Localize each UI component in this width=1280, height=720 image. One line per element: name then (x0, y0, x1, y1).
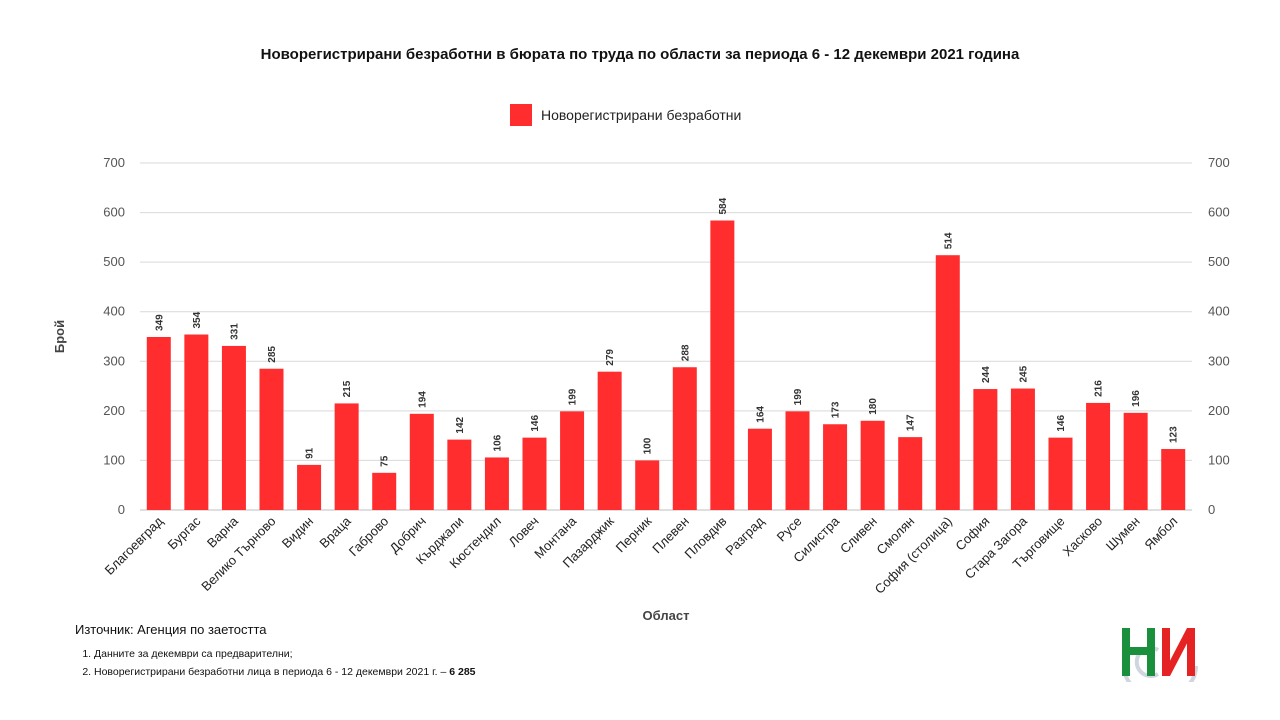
y-tick-label-left: 500 (103, 254, 125, 269)
data-label: 75 (380, 455, 391, 467)
data-label: 123 (1169, 426, 1180, 443)
data-label: 244 (981, 366, 992, 383)
y-tick-label-right: 700 (1208, 155, 1230, 170)
x-tick-label: Перник (613, 513, 655, 555)
x-tick-label: Пловдив (682, 513, 730, 561)
data-label: 106 (492, 434, 503, 451)
footnote-2-value: 6 285 (449, 666, 476, 678)
y-tick-label-right: 200 (1208, 403, 1230, 418)
bar (334, 403, 359, 510)
bar (146, 336, 171, 510)
x-tick-label: Видин (279, 514, 316, 551)
bar (823, 424, 848, 510)
bar (1048, 437, 1073, 510)
y-tick-label-left: 700 (103, 155, 125, 170)
x-tick-label: Разград (722, 513, 767, 558)
data-label: 354 (192, 311, 203, 328)
y-tick-label-left: 0 (118, 502, 125, 517)
bar (1086, 402, 1111, 510)
legend-swatch (510, 104, 532, 126)
legend-label: Новорегистрирани безработни (541, 107, 742, 123)
data-label: 142 (455, 416, 466, 433)
data-label: 349 (154, 314, 165, 331)
y-tick-label-left: 200 (103, 403, 125, 418)
footnote-2: Новорегистрирани безработни лица в перио… (94, 663, 476, 681)
bar (259, 368, 284, 510)
chart-legend: Новорегистрирани безработни (510, 103, 741, 127)
bar (710, 220, 735, 510)
bar (1010, 388, 1035, 510)
bar (447, 439, 472, 510)
data-label: 196 (1131, 390, 1142, 407)
bar (785, 411, 810, 510)
data-label: 331 (229, 323, 240, 340)
y-tick-label-right: 600 (1208, 205, 1230, 220)
bar (297, 464, 322, 510)
data-label: 514 (943, 232, 954, 249)
nsi-logo-icon (1122, 628, 1198, 682)
y-tick-label-right: 400 (1208, 304, 1230, 319)
x-tick-label: Шумен (1103, 514, 1143, 554)
bar (973, 389, 998, 510)
bar (221, 345, 246, 510)
data-label: 147 (906, 414, 917, 431)
x-tick-label: Ямбол (1141, 514, 1180, 553)
y-tick-label-left: 300 (103, 353, 125, 368)
x-tick-label: Русе (774, 514, 805, 545)
data-label: 215 (342, 380, 353, 397)
data-label: 100 (643, 437, 654, 454)
bar (635, 460, 660, 510)
y-tick-label-right: 0 (1208, 502, 1215, 517)
data-label: 285 (267, 346, 278, 363)
bar (409, 413, 434, 510)
data-label: 279 (605, 349, 616, 366)
y-tick-label-left: 600 (103, 205, 125, 220)
x-tick-label: Сливен (837, 514, 880, 557)
chart-title: Новорегистрирани безработни в бюрата по … (260, 46, 1020, 63)
data-label: 180 (868, 398, 879, 415)
y-tick-label-right: 500 (1208, 254, 1230, 269)
data-label: 245 (1018, 365, 1029, 382)
x-tick-label: Хасково (1060, 514, 1106, 560)
data-label: 146 (1056, 415, 1067, 432)
bar (560, 411, 585, 510)
data-label: 584 (718, 197, 729, 214)
data-label: 199 (793, 388, 804, 405)
bar (1161, 449, 1186, 510)
y-tick-label-left: 100 (103, 452, 125, 467)
data-label: 146 (530, 415, 541, 432)
y-tick-label-right: 300 (1208, 353, 1230, 368)
source-note: Източник: Агенция по заетостта (75, 622, 267, 637)
x-tick-label: Габрово (346, 514, 392, 560)
bar (522, 437, 547, 510)
footnote-2-text: Новорегистрирани безработни лица в перио… (94, 666, 450, 678)
bar (898, 437, 923, 510)
bar (935, 255, 960, 510)
x-tick-label: Бургас (165, 513, 204, 552)
y-tick-label-right: 100 (1208, 452, 1230, 467)
x-tick-label: Благоевград (102, 513, 167, 578)
y-axis-title: Брой (52, 320, 67, 353)
footnote-1: Данните за декември са предварителни; (94, 645, 476, 663)
bar (860, 420, 885, 510)
bar (1123, 412, 1148, 510)
bar (672, 367, 697, 510)
y-tick-label-left: 400 (103, 304, 125, 319)
data-label: 164 (755, 406, 766, 423)
data-label: 194 (417, 391, 428, 408)
data-label: 216 (1094, 380, 1105, 397)
x-tick-label: Ловеч (505, 514, 541, 550)
bar (372, 472, 397, 510)
data-label: 91 (305, 447, 316, 459)
bar (484, 457, 509, 510)
bar (184, 334, 209, 510)
bar (747, 428, 772, 510)
data-label: 288 (680, 344, 691, 361)
bar (597, 371, 622, 510)
footnotes: Данните за декември са предварителни; Но… (64, 645, 476, 681)
x-axis-title: Област (643, 608, 690, 623)
data-label: 199 (568, 388, 579, 405)
data-label: 173 (831, 401, 842, 418)
